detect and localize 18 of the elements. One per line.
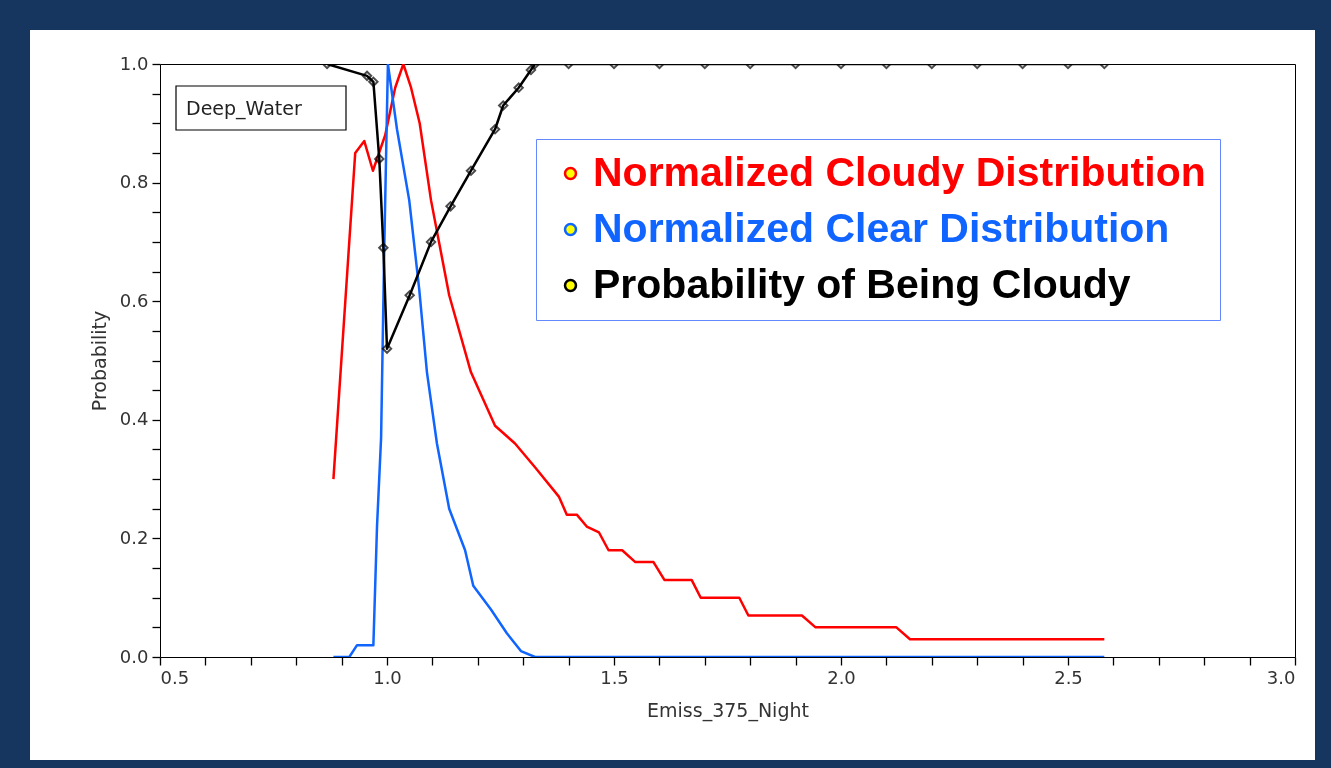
y-tick-label: 0.8 (119, 171, 149, 193)
x-tick-label: 0.5 (160, 666, 190, 688)
x-tick-label: 1.5 (600, 666, 629, 688)
x-tick-label: 2.5 (1054, 666, 1083, 688)
legend-label: Normalized Clear Distribution (593, 204, 1170, 251)
x-tick-label: 3.0 (1266, 666, 1296, 688)
y-tick-label: 0.6 (119, 289, 149, 311)
annotation: Deep_Water (186, 97, 302, 120)
y-tick-label: 0.2 (119, 526, 149, 548)
y-tick-label: 1.0 (119, 52, 149, 74)
legend-label: Probability of Being Cloudy (593, 260, 1131, 307)
x-tick-label: 2.0 (827, 666, 856, 688)
legend-label: Normalized Cloudy Distribution (593, 148, 1206, 195)
x-axis-title: Emiss_375_Night (647, 698, 809, 722)
x-tick-label: 1.0 (373, 666, 402, 688)
y-tick-label: 0.0 (119, 645, 149, 667)
y-tick-label: 0.4 (119, 408, 149, 430)
y-axis-title: Probability (87, 310, 110, 412)
